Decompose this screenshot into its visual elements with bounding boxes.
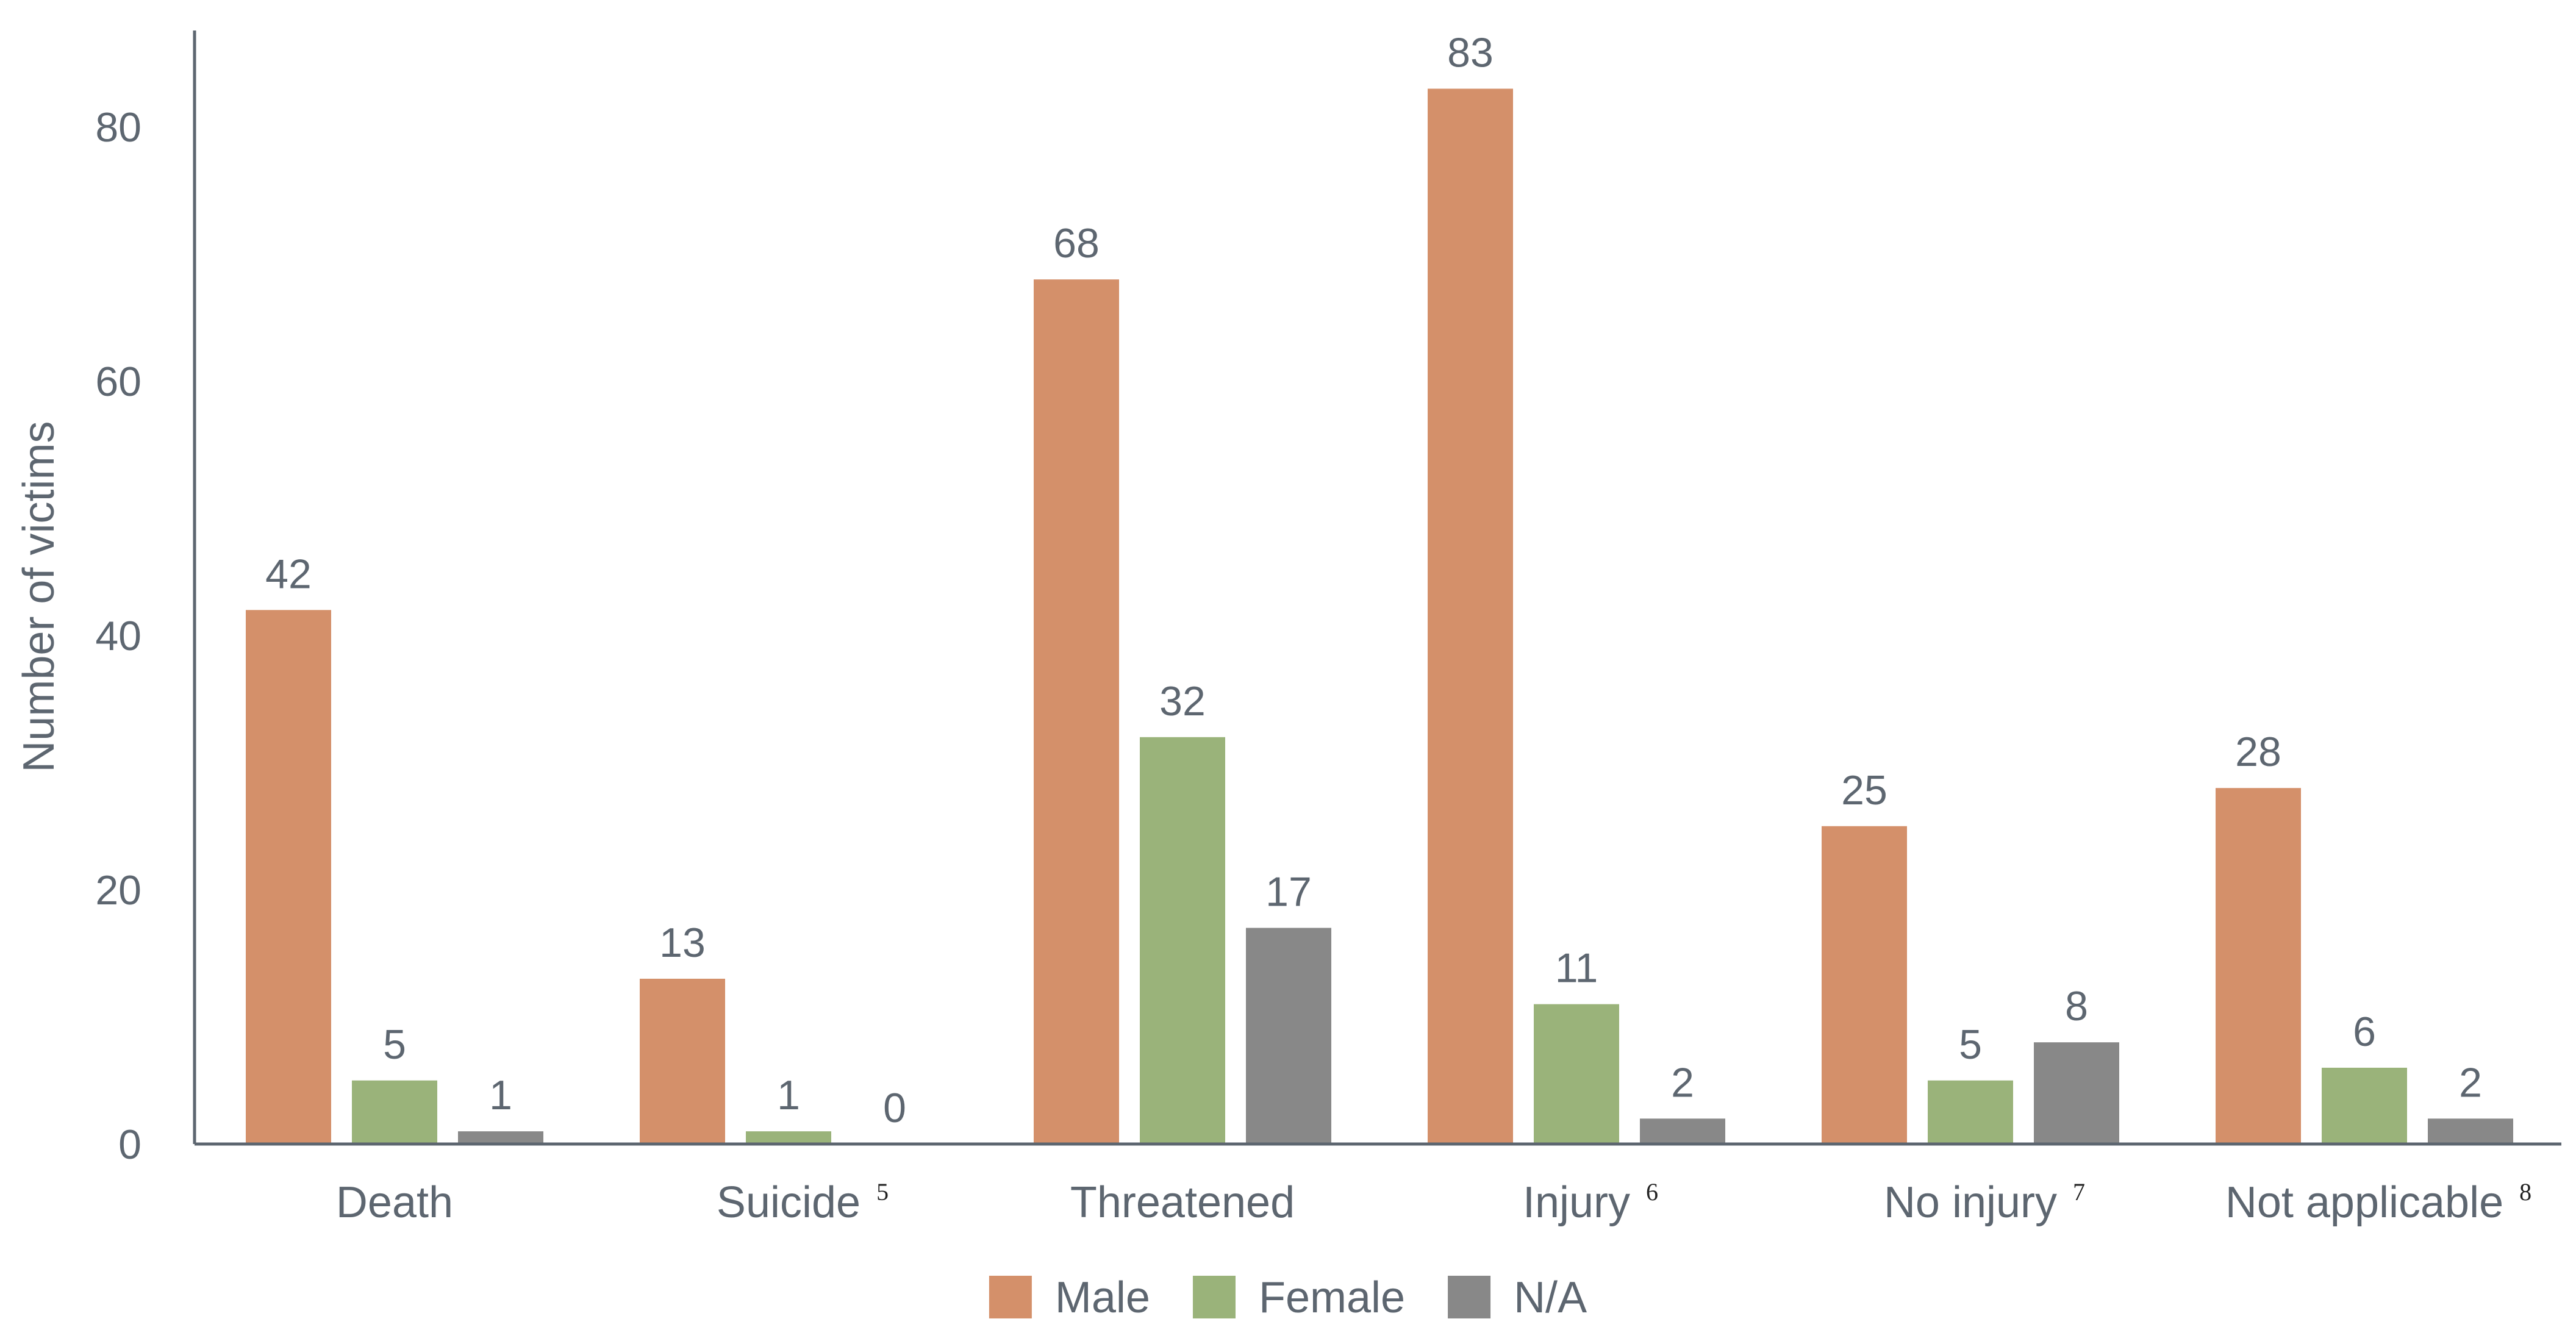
bar-female-4 [1928, 1080, 2013, 1144]
bar-male-2 [1034, 279, 1119, 1145]
value-label: 25 [1841, 767, 1887, 814]
legend-swatch [1448, 1276, 1491, 1318]
bar-na-5 [2428, 1118, 2513, 1144]
bar-na-2 [1246, 928, 1331, 1144]
category-footnote: 8 [2519, 1178, 2531, 1206]
bar-male-4 [1822, 826, 1907, 1144]
legend-label: Male [1055, 1273, 1150, 1322]
bar-female-2 [1140, 737, 1225, 1144]
category-label: Injury [1523, 1178, 1630, 1227]
y-tick-label: 20 [95, 867, 141, 914]
y-tick-label: 40 [95, 613, 141, 659]
y-axis-title-group: Number of victims [15, 421, 63, 773]
legend-item-na[interactable]: N/A [1448, 1273, 1587, 1322]
y-tick-label: 80 [95, 104, 141, 151]
y-axis-title: Number of victims [15, 421, 63, 773]
bar-female-5 [2322, 1067, 2407, 1144]
value-label: 17 [1265, 869, 1312, 915]
value-label: 68 [1053, 220, 1100, 266]
bar-female-1 [746, 1131, 831, 1144]
value-label: 8 [2065, 983, 2088, 1029]
category-label: No injury [1884, 1178, 2057, 1227]
legend-label: N/A [1514, 1273, 1587, 1322]
legend-item-male[interactable]: Male [989, 1273, 1150, 1322]
legend-label: Female [1259, 1273, 1405, 1322]
category-footnote: 7 [2073, 1178, 2085, 1206]
y-tick-label: 60 [95, 359, 141, 405]
axes [193, 30, 2561, 1146]
bar-na-4 [2034, 1042, 2119, 1144]
legend[interactable]: Male Female N/A [989, 1273, 1587, 1322]
value-label: 2 [2459, 1059, 2482, 1106]
value-label: 83 [1447, 29, 1494, 76]
legend-swatch [1192, 1276, 1236, 1318]
category-footnote: 5 [876, 1178, 889, 1206]
value-labels: 42 5 1 13 1 0 68 32 17 83 11 2 25 5 8 28 6 2 [265, 29, 2482, 1131]
bar-female-0 [352, 1080, 437, 1144]
value-label: 6 [2353, 1009, 2376, 1055]
bar-na-3 [1640, 1118, 1725, 1144]
value-label: 5 [383, 1021, 406, 1068]
category-label: Not applicable [2225, 1178, 2503, 1227]
category-label: Threatened [1070, 1178, 1295, 1227]
value-label: 1 [777, 1072, 800, 1118]
bar-male-3 [1428, 88, 1513, 1145]
y-ticks: 0 20 40 60 80 [95, 104, 141, 1168]
bar-female-3 [1534, 1004, 1619, 1144]
value-label: 11 [1555, 945, 1598, 992]
value-label: 13 [659, 920, 706, 966]
bar-na-0 [458, 1131, 543, 1144]
category-labels: Death Suicide 5 Threatened Injury 6 No injury 7… [336, 1178, 2531, 1227]
bars [246, 88, 2513, 1145]
value-label: 5 [1959, 1021, 1982, 1068]
category-footnote: 6 [1646, 1178, 1658, 1206]
value-label: 32 [1159, 678, 1206, 724]
value-label: 0 [883, 1085, 906, 1131]
value-label: 42 [265, 551, 312, 597]
value-label: 28 [2235, 729, 2281, 775]
category-label: Suicide [717, 1178, 860, 1227]
legend-item-female[interactable]: Female [1192, 1273, 1405, 1322]
legend-swatch [989, 1276, 1032, 1318]
bar-male-0 [246, 610, 331, 1144]
value-label: 2 [1671, 1059, 1694, 1106]
y-tick-label: 0 [118, 1121, 141, 1168]
value-label: 1 [489, 1072, 512, 1118]
category-label: Death [336, 1178, 453, 1227]
bar-male-5 [2216, 788, 2301, 1144]
bar-male-1 [640, 978, 725, 1144]
